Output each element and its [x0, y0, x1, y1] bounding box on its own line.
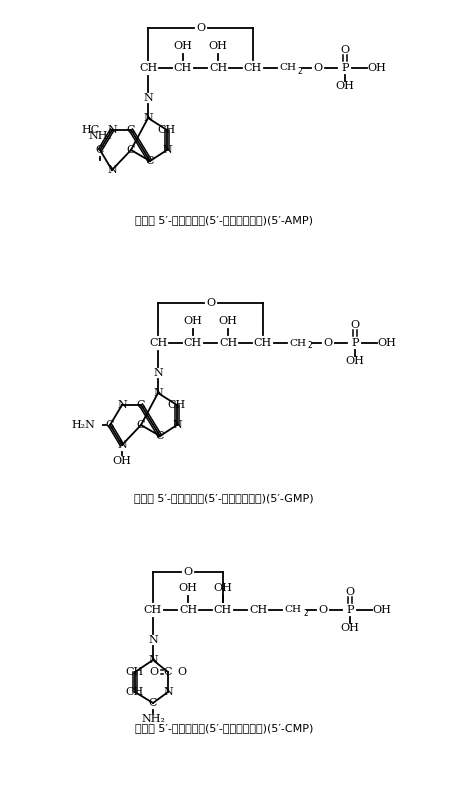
Text: CH: CH [209, 63, 227, 73]
Text: OH: OH [214, 583, 233, 593]
Text: O: O [184, 567, 193, 577]
Text: NH₂: NH₂ [88, 131, 112, 141]
Text: O: O [150, 667, 158, 677]
Text: CH: CH [249, 605, 267, 615]
Text: CH: CH [179, 605, 197, 615]
Text: O: O [350, 320, 360, 330]
Text: N: N [162, 145, 172, 155]
Text: OH: OH [378, 338, 396, 348]
Text: OH: OH [346, 356, 365, 366]
Text: OH: OH [209, 41, 228, 51]
Text: 一磷酸 5′-鸟嘴呤核苷(5′-鸟嘴呤核苷酸)(5′-GMP): 一磷酸 5′-鸟嘴呤核苷(5′-鸟嘴呤核苷酸)(5′-GMP) [134, 493, 314, 503]
Text: 2: 2 [303, 609, 308, 617]
Text: C: C [127, 125, 135, 135]
Text: N: N [107, 125, 117, 135]
Text: N: N [153, 388, 163, 398]
Text: CH: CH [139, 63, 157, 73]
Text: OH: OH [335, 81, 354, 91]
Text: CH: CH [144, 605, 162, 615]
Text: N: N [143, 113, 153, 123]
Text: P: P [351, 338, 359, 348]
Text: NH₂: NH₂ [141, 714, 165, 724]
Text: P: P [346, 605, 354, 615]
Text: 2: 2 [308, 342, 313, 351]
Text: CH: CH [214, 605, 232, 615]
Text: CH: CH [290, 339, 307, 347]
Text: C: C [137, 400, 145, 410]
Text: 一磷酸 5′-腺嘴呤核苷(5′-腺嘴呤核苷酸)(5′-AMP): 一磷酸 5′-腺嘴呤核苷(5′-腺嘴呤核苷酸)(5′-AMP) [135, 215, 313, 225]
Text: CH: CH [158, 125, 176, 135]
Text: N: N [143, 93, 153, 103]
Text: C: C [96, 145, 104, 155]
Text: CH: CH [126, 667, 144, 677]
Text: N: N [107, 165, 117, 175]
Text: CH: CH [285, 605, 301, 614]
Text: N: N [172, 420, 182, 430]
Text: N: N [148, 655, 158, 665]
Text: O: O [313, 63, 322, 73]
Text: C: C [146, 156, 154, 166]
Text: 2: 2 [298, 67, 303, 76]
Text: CH: CH [219, 338, 237, 348]
Text: N: N [117, 440, 127, 450]
Text: C: C [127, 145, 135, 155]
Text: OH: OH [373, 605, 392, 615]
Text: C: C [137, 420, 145, 430]
Text: CH: CH [184, 338, 202, 348]
Text: OH: OH [179, 583, 198, 593]
Text: CH: CH [254, 338, 272, 348]
Text: OH: OH [184, 316, 202, 326]
Text: O: O [323, 338, 333, 348]
Text: O: O [318, 605, 328, 615]
Text: O: O [206, 298, 215, 308]
Text: CH: CH [149, 338, 167, 348]
Text: OH: OH [219, 316, 238, 326]
Text: C: C [149, 698, 157, 708]
Text: P: P [341, 63, 349, 73]
Text: N: N [117, 400, 127, 410]
Text: OH: OH [174, 41, 193, 51]
Text: N: N [163, 687, 173, 697]
Text: OH: OH [340, 623, 360, 633]
Text: C: C [164, 667, 172, 677]
Text: CH: CH [244, 63, 262, 73]
Text: OH: OH [113, 456, 132, 466]
Text: O: O [340, 45, 350, 55]
Text: CH: CH [126, 687, 144, 697]
Text: HC: HC [82, 125, 100, 135]
Text: N: N [153, 368, 163, 378]
Text: C: C [156, 431, 164, 441]
Text: O: O [345, 587, 355, 597]
Text: N: N [148, 635, 158, 645]
Text: CH: CH [174, 63, 192, 73]
Text: 一磷酸 5′-胞嘴啲核苷(5′-胞嘴啲核苷酸)(5′-CMP): 一磷酸 5′-胞嘴啲核苷(5′-胞嘴啲核苷酸)(5′-CMP) [135, 723, 313, 733]
Text: O: O [177, 667, 187, 677]
Text: CH: CH [279, 64, 296, 73]
Text: C: C [106, 420, 114, 430]
Text: O: O [196, 23, 205, 33]
Text: CH: CH [168, 400, 186, 410]
Text: H₂N: H₂N [71, 420, 95, 430]
Text: OH: OH [368, 63, 387, 73]
